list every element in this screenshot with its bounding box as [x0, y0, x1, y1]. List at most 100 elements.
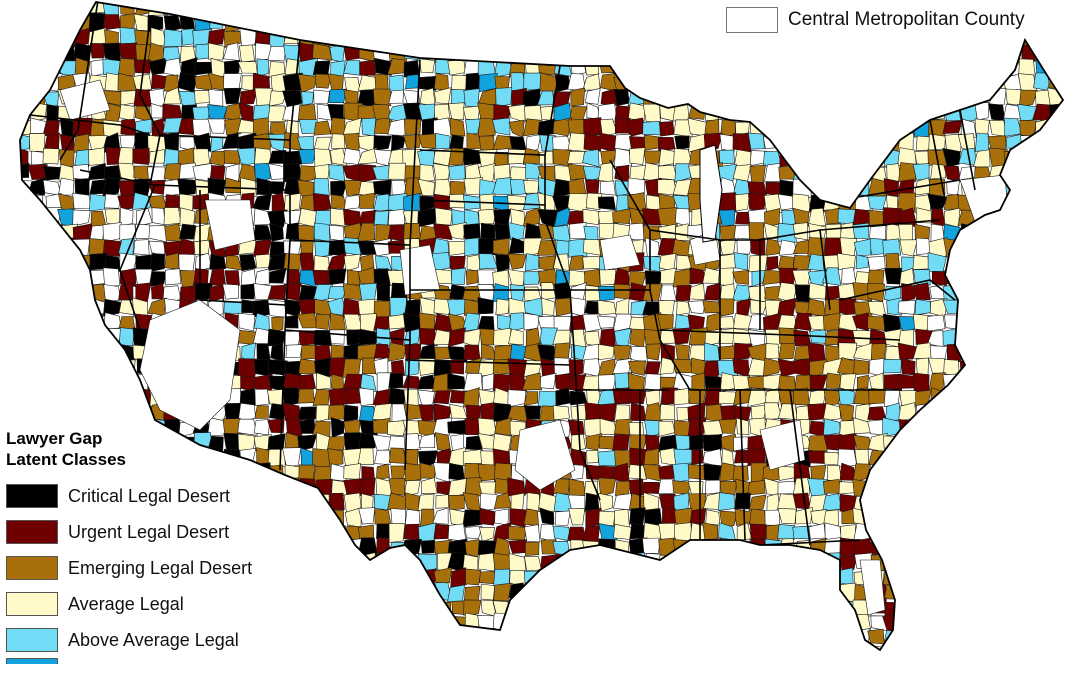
county-cell [387, 420, 408, 437]
county-cell [448, 102, 465, 121]
county-cell [133, 88, 152, 107]
county-cell [298, 358, 316, 374]
county-cell [539, 405, 556, 422]
county-cell [102, 119, 123, 137]
county-cell [313, 89, 330, 105]
county-cell [269, 181, 285, 195]
county-cell [330, 194, 347, 209]
county-cell [239, 253, 257, 272]
county-cell [540, 372, 557, 390]
county-cell [523, 270, 541, 285]
state-border-line [574, 364, 601, 501]
county-cell [343, 478, 363, 495]
county-cell [432, 507, 449, 525]
county-cell [749, 164, 766, 183]
county-cell [702, 434, 723, 452]
county-cell [901, 282, 917, 302]
county-cell [330, 417, 345, 438]
county-cell [705, 403, 723, 423]
metro-county-swatch [726, 7, 778, 33]
county-cell [495, 298, 510, 316]
county-cell [404, 463, 423, 482]
county-cell [673, 387, 691, 406]
legend-title: Lawyer Gap Latent Classes [6, 428, 306, 470]
county-cell [328, 268, 347, 285]
county-cell [747, 375, 768, 390]
county-cell [375, 255, 393, 271]
county-cell [599, 180, 616, 196]
state-border-line [789, 389, 811, 546]
county-cell [507, 477, 526, 497]
county-cell [718, 492, 736, 511]
county-cell [674, 163, 692, 183]
county-cell [390, 134, 406, 152]
county-cell [1018, 89, 1038, 108]
county-cell [178, 253, 196, 272]
county-cell [627, 389, 647, 405]
legend-swatch [6, 484, 58, 508]
county-cell [388, 224, 405, 241]
county-cell [434, 57, 451, 75]
county-cell [239, 44, 255, 63]
county-cell [509, 178, 528, 196]
county-cell [331, 133, 346, 150]
state-border-line [959, 109, 976, 191]
county-cell [148, 225, 167, 243]
county-cell [223, 87, 242, 105]
state-border-line [199, 299, 286, 306]
county-cell [88, 147, 105, 166]
state-border-line [839, 279, 956, 301]
county-cell [451, 267, 466, 285]
county-cell [255, 253, 271, 269]
county-cell [480, 493, 498, 512]
county-cell [193, 239, 211, 256]
county-cell [509, 166, 528, 183]
county-cell [102, 298, 122, 317]
county-cell [539, 72, 558, 92]
county-cell [885, 222, 902, 243]
metro-county-legend: Central Metropolitan County [726, 5, 1029, 35]
county-cell [568, 255, 584, 270]
county-cell [568, 478, 586, 497]
county-cell [703, 463, 722, 482]
county-cell [283, 253, 301, 270]
county-cell [269, 223, 284, 242]
county-cell [267, 299, 288, 318]
county-cell [390, 359, 406, 377]
county-cell [568, 507, 586, 526]
county-cell [900, 358, 916, 376]
county-cell [733, 313, 753, 330]
county-cell [463, 298, 481, 316]
county-cell [89, 179, 106, 195]
county-cell [747, 132, 765, 150]
county-cell [808, 450, 826, 464]
county-cell [643, 481, 661, 495]
legend-label: Above Average Legal [68, 629, 239, 650]
county-cell [419, 87, 436, 107]
county-cell [838, 403, 855, 422]
county-cell [208, 88, 224, 107]
county-cell [523, 312, 540, 331]
county-cell [597, 315, 616, 329]
county-cell [974, 132, 990, 152]
metro-white-area [759, 419, 806, 471]
county-cell [598, 477, 617, 497]
county-cell [360, 373, 377, 393]
county-cell [465, 435, 483, 451]
county-cell [719, 316, 736, 329]
county-cell [537, 239, 556, 256]
county-cell [477, 552, 495, 572]
county-cell [510, 72, 526, 91]
county-cell [539, 327, 558, 346]
county-cell [343, 432, 362, 451]
county-cell [747, 181, 767, 196]
county-cell [297, 104, 317, 122]
county-cell [525, 134, 542, 153]
county-cell [104, 193, 123, 209]
county-cell [672, 462, 692, 483]
county-cell [282, 447, 302, 468]
county-cell [552, 405, 570, 421]
county-cell [432, 238, 450, 256]
county-cell [297, 224, 314, 242]
county-cell [552, 478, 571, 495]
